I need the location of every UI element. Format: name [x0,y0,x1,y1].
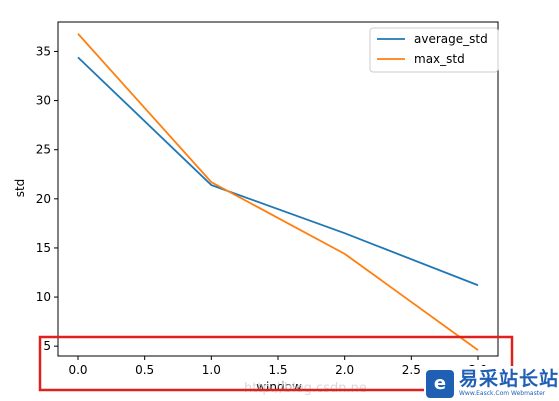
legend-label: average_std [414,32,488,46]
x-tick-label: 0.0 [68,363,87,377]
y-tick-label: 30 [36,94,51,108]
y-axis: 5 10 15 20 25 30 35 [36,44,58,353]
e-logo-icon: e [426,369,454,398]
series-line-max-std [77,33,479,351]
y-tick-label: 10 [36,290,51,304]
x-tick-label: 2.0 [335,363,354,377]
series-layer [77,33,479,351]
site-logo: e 易采站长站 Www.Easck.Com Webmaster [424,366,559,401]
series-line-average-std [77,56,479,287]
y-tick-label: 35 [36,44,51,58]
x-tick-label: 2.5 [402,363,421,377]
legend: average_std max_std [369,27,499,73]
logo-text: 易采站长站 [459,368,559,390]
y-tick-label: 15 [36,241,51,255]
y-axis-label: std [13,179,27,198]
legend-label: max_std [414,52,465,66]
highlight-box [38,335,514,392]
logo-subtext: Www.Easck.Com Webmaster [459,390,546,397]
x-tick-label: 1.5 [268,363,287,377]
y-tick-label: 5 [43,339,51,353]
watermark-text: http://blog.csdn.ne [244,381,367,396]
x-tick-label: 1.0 [202,363,221,377]
y-tick-label: 20 [36,192,51,206]
y-tick-label: 25 [36,143,51,157]
x-tick-label: 0.5 [135,363,154,377]
